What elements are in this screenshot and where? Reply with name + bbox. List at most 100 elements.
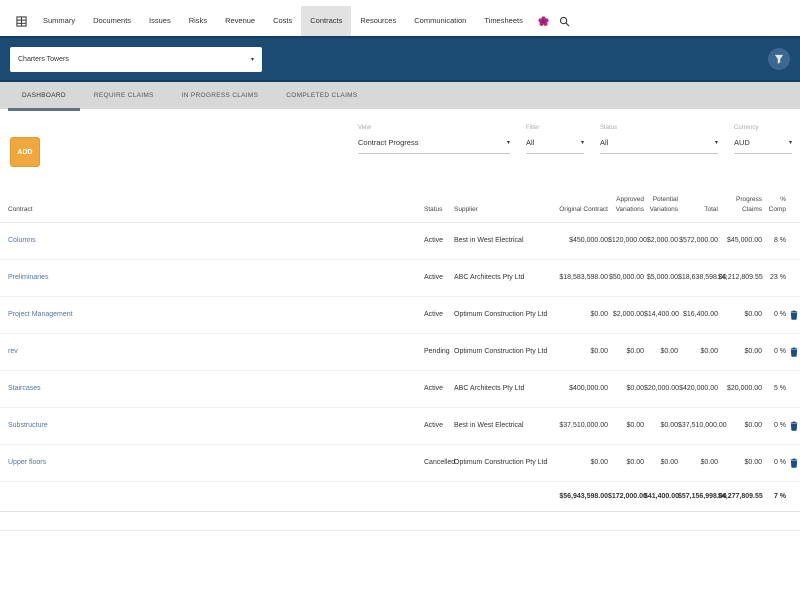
- filter-select: Currency AUD ▾: [734, 125, 792, 154]
- delete-icon[interactable]: [790, 421, 798, 431]
- supplier-cell: Optimum Construction Pty Ltd: [454, 348, 548, 355]
- filter-label: View: [358, 125, 371, 131]
- status-cell: Active: [424, 422, 444, 429]
- status-cell: Pending: [424, 348, 450, 355]
- progress-claims-cell: $20,000.00: [726, 385, 762, 392]
- table-row: rev Pending Optimum Construction Pty Ltd…: [0, 334, 800, 371]
- table-row: Upper floors Cancelled Optimum Construct…: [0, 445, 800, 482]
- supplier-cell: ABC Architects Pty Ltd: [454, 385, 525, 392]
- potential-variations-cell: $14,400.00: [644, 311, 680, 318]
- progress-claims-cell: $0.00: [744, 422, 762, 429]
- filter-value[interactable]: AUD ▾: [734, 138, 792, 154]
- tab-bar: DASHBOARD REQUIRE CLAIMS IN PROGRESS CLA…: [0, 82, 800, 111]
- nav-item[interactable]: Communication: [414, 16, 467, 25]
- chevron-down-icon: ▾: [788, 140, 792, 146]
- total-cell: $0.00: [700, 459, 718, 466]
- delete-icon[interactable]: [790, 347, 798, 357]
- total-cell: $420,000.00: [679, 385, 718, 392]
- total-cell: $16,400.00: [682, 311, 718, 318]
- percent-comp-cell: 0 %: [773, 311, 786, 318]
- nav-item[interactable]: Summary: [43, 16, 76, 25]
- filter-label: Filter: [526, 125, 540, 131]
- filter-label: Currency: [734, 125, 759, 131]
- progress-claims-cell: $45,000.00: [726, 237, 762, 244]
- app-logo-icon[interactable]: [538, 15, 549, 27]
- nav-item[interactable]: Documents: [93, 16, 132, 25]
- original-contract-cell: $0.00: [590, 311, 608, 318]
- totals-original: $56,943,598.00: [559, 492, 608, 500]
- chevron-down-icon: ▾: [714, 140, 718, 146]
- percent-comp-cell: 8 %: [773, 237, 786, 244]
- filter-value[interactable]: All ▾: [600, 138, 718, 154]
- tab[interactable]: COMPLETED CLAIMS: [286, 92, 358, 99]
- filter-button[interactable]: [768, 48, 790, 70]
- col-contract: Contract: [8, 205, 33, 213]
- contract-link[interactable]: Upper floors: [8, 459, 47, 466]
- col-supplier: Supplier: [454, 205, 478, 213]
- top-nav: Summary Documents Issues Risks Revenue C…: [0, 6, 800, 36]
- totals-approved: $172,000.00: [608, 492, 647, 500]
- approved-variations-cell: $0.00: [626, 348, 644, 355]
- col-percent-comp: % Comp: [768, 196, 786, 213]
- total-cell: $572,000.00: [679, 237, 718, 244]
- progress-claims-cell: $0.00: [744, 348, 762, 355]
- tab[interactable]: IN PROGRESS CLAIMS: [181, 92, 259, 99]
- table-row: Staircases Active ABC Architects Pty Ltd…: [0, 371, 800, 408]
- col-approved-variations: Approved Variations: [615, 196, 644, 213]
- contract-link[interactable]: Project Management: [8, 311, 73, 318]
- totals-total: $57,156,998.00: [678, 492, 727, 500]
- approved-variations-cell: $0.00: [626, 459, 644, 466]
- contract-link[interactable]: Staircases: [8, 385, 41, 392]
- add-button[interactable]: ADD: [10, 137, 40, 167]
- col-total: Total: [704, 205, 718, 213]
- tab[interactable]: REQUIRE CLAIMS: [93, 92, 154, 99]
- search-icon[interactable]: [559, 16, 570, 27]
- menu-grid-icon[interactable]: [8, 15, 34, 27]
- project-select[interactable]: Charters Towers ▾: [10, 46, 262, 72]
- percent-comp-cell: 0 %: [773, 348, 786, 355]
- nav-item[interactable]: Revenue: [225, 16, 256, 25]
- nav-item[interactable]: Resources: [360, 16, 397, 25]
- filter-value[interactable]: All ▾: [526, 138, 584, 154]
- percent-comp-cell: 23 %: [770, 274, 786, 281]
- approved-variations-cell: $0.00: [626, 385, 644, 392]
- contract-link[interactable]: Columns: [8, 237, 36, 244]
- potential-variations-cell: $0.00: [660, 348, 678, 355]
- filter-selects: View Contract Progress ▾ Filter All ▾ St…: [358, 125, 792, 154]
- delete-icon[interactable]: [790, 458, 798, 468]
- chevron-down-icon: ▾: [506, 140, 510, 146]
- nav-item[interactable]: Costs: [273, 16, 293, 25]
- nav-item[interactable]: Timesheets: [484, 16, 523, 25]
- contract-link[interactable]: Preliminaries: [8, 274, 49, 281]
- original-contract-cell: $400,000.00: [569, 385, 608, 392]
- nav-item[interactable]: Risks: [188, 16, 208, 25]
- contract-link[interactable]: Substructure: [8, 422, 48, 429]
- project-select-value: Charters Towers: [18, 55, 69, 63]
- totals-potential: $41,400.00: [644, 492, 680, 500]
- nav-item[interactable]: Issues: [149, 16, 171, 25]
- filter-value[interactable]: Contract Progress ▾: [358, 138, 510, 154]
- tab[interactable]: DASHBOARD: [8, 82, 80, 111]
- potential-variations-cell: $5,000.00: [646, 274, 678, 281]
- original-contract-cell: $450,000.00: [569, 237, 608, 244]
- nav-item[interactable]: Contracts: [301, 6, 352, 36]
- potential-variations-cell: $0.00: [660, 422, 678, 429]
- percent-comp-cell: 0 %: [773, 459, 786, 466]
- chevron-down-icon: ▾: [580, 140, 584, 146]
- supplier-cell: Best in West Electrical: [454, 422, 524, 429]
- col-original-contract: Original Contract: [559, 205, 608, 213]
- status-cell: Active: [424, 274, 444, 281]
- table-row: Columns Active Best in West Electrical $…: [0, 223, 800, 260]
- contract-link[interactable]: rev: [8, 348, 18, 355]
- progress-claims-cell: $4,212,809.55: [718, 274, 763, 281]
- status-cell: Active: [424, 311, 444, 318]
- status-cell: Active: [424, 237, 444, 244]
- status-cell: Cancelled: [424, 459, 456, 466]
- table-header: Contract Status Supplier Original Contra…: [0, 181, 800, 223]
- status-cell: Active: [424, 385, 444, 392]
- delete-icon[interactable]: [790, 310, 798, 320]
- bottom-divider: [0, 529, 800, 531]
- percent-comp-cell: 0 %: [773, 422, 786, 429]
- project-bar: Charters Towers ▾: [0, 36, 800, 82]
- supplier-cell: Optimum Construction Pty Ltd: [454, 311, 548, 318]
